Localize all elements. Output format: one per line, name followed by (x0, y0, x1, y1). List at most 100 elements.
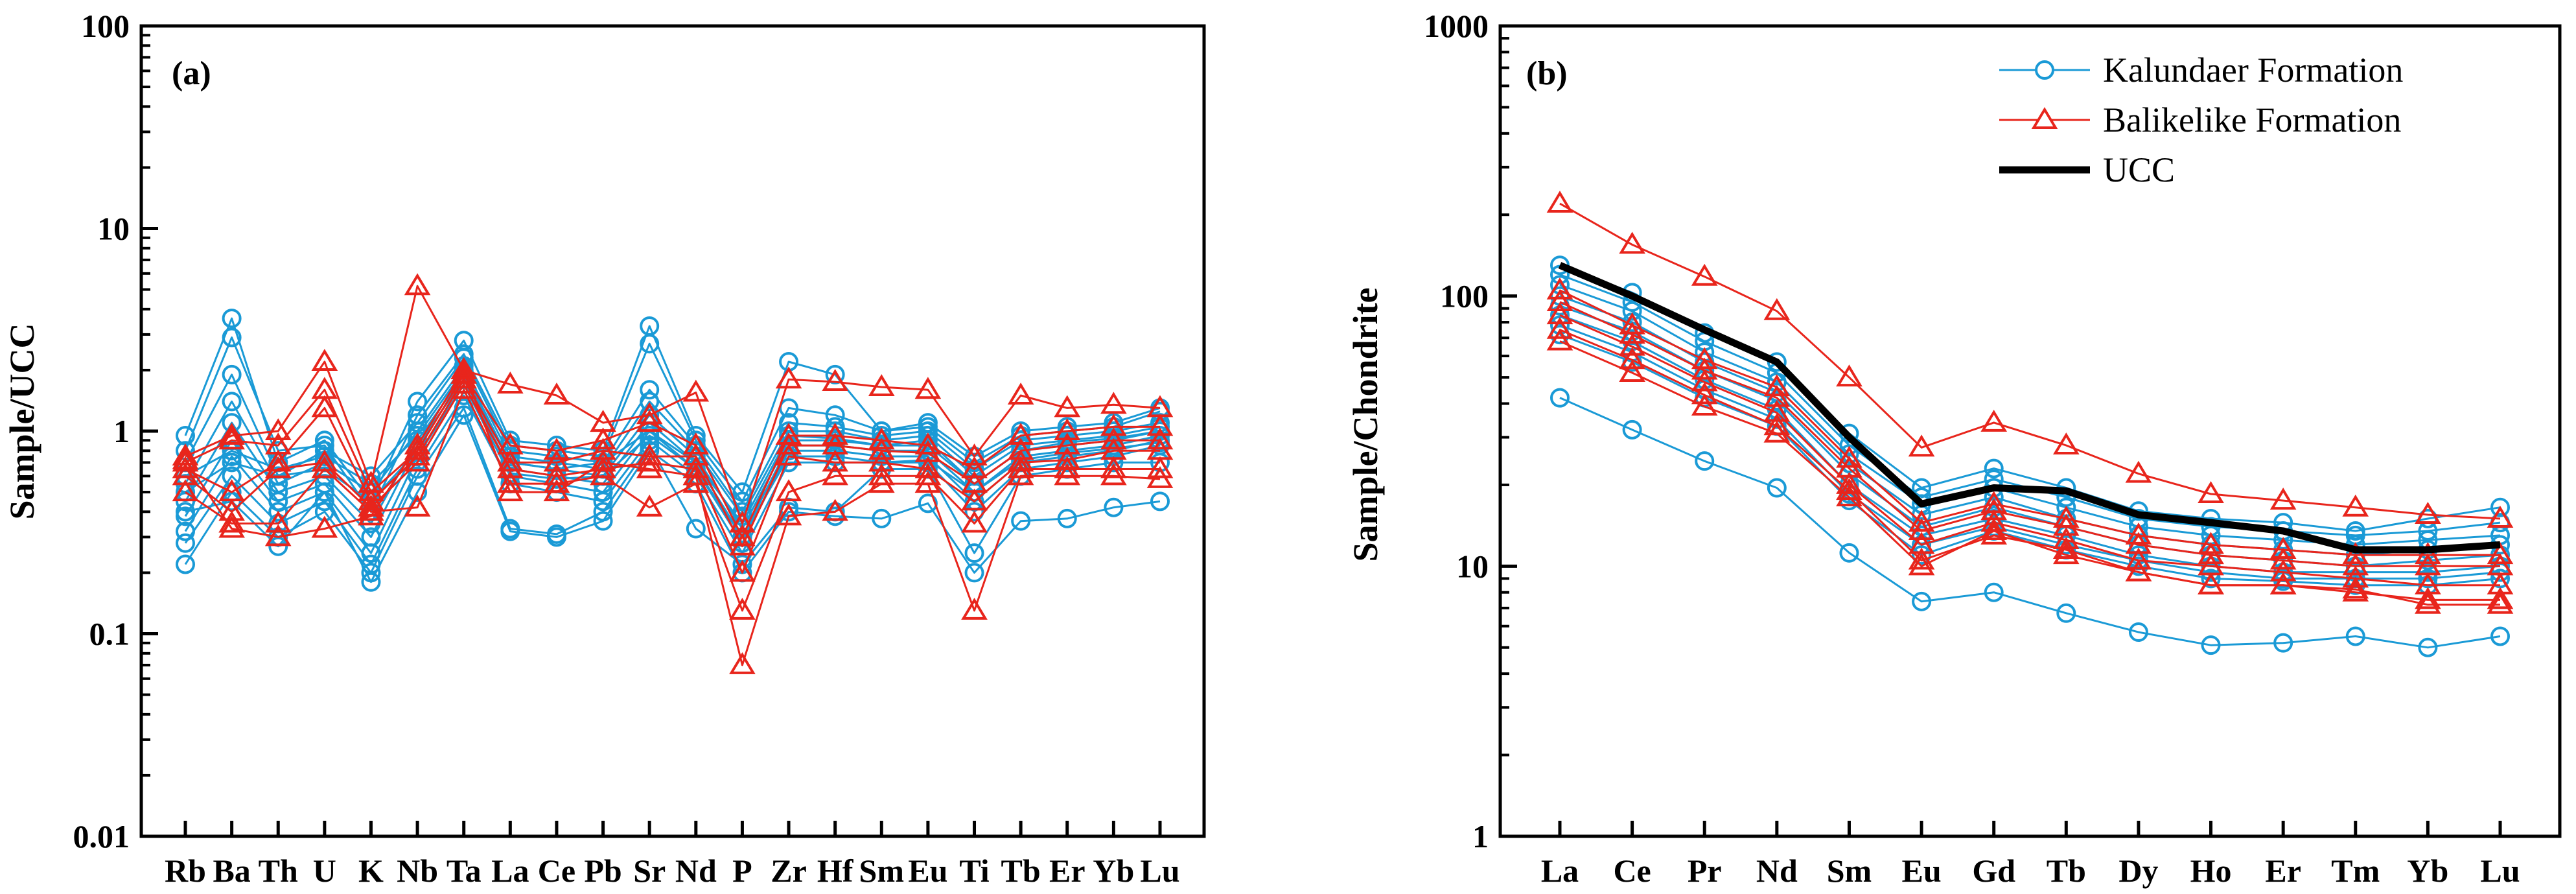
series-line-b-10 (1559, 289, 2500, 556)
data-point-a-s13-p19 (1054, 418, 1081, 440)
series-line-a-8 (184, 406, 1160, 574)
data-point-a-s15-p7 (497, 456, 524, 478)
data-point-b-s10-p0 (1546, 277, 1573, 300)
data-point-b-s9-p7 (2052, 432, 2080, 455)
data-point-a-s8-p0 (176, 554, 195, 574)
data-point-a-s13-p6 (450, 362, 478, 384)
data-point-b-s9-p10 (2269, 488, 2297, 510)
data-point-a-s16-p21 (1146, 456, 1174, 478)
data-point-a-s13-p9 (590, 427, 616, 450)
data-point-a-s9-p9 (593, 511, 613, 531)
data-point-b-s10-p3 (1763, 374, 1791, 397)
x-tick-label-a-20: Yb (1093, 853, 1134, 889)
data-point-b-s13-p7 (2052, 537, 2080, 559)
data-point-a-s15-p12 (729, 559, 756, 582)
data-point-a-s16-p6 (450, 377, 478, 399)
x-tick-label-a-5: Nb (397, 853, 438, 889)
data-point-b-s14-p10 (2269, 572, 2297, 594)
plot-frame-b (1498, 24, 2562, 838)
x-tick-label-b-3: Nd (1756, 853, 1798, 889)
data-point-a-s13-p13 (775, 423, 802, 445)
data-point-a-s12-p17 (961, 443, 988, 466)
data-point-a-s13-p21 (1146, 414, 1174, 436)
x-tick-label-a-12: P (732, 853, 752, 889)
data-point-a-s16-p5 (404, 494, 431, 517)
legend-entry-1: Balikelike Formation (1999, 100, 2401, 139)
x-tick-label-b-4: Sm (1827, 853, 1872, 889)
data-point-a-s13-p8 (543, 438, 570, 460)
data-point-b-s0-p6 (1984, 458, 2004, 478)
data-point-b-s10-p1 (1619, 312, 1645, 335)
data-point-a-s9-p8 (546, 527, 566, 547)
series-line-a-13 (185, 373, 1160, 538)
data-point-b-s11-p9 (2198, 542, 2224, 565)
data-point-b-s8-p9 (2201, 635, 2221, 655)
data-point-a-s14-p13 (775, 432, 802, 455)
data-point-a-s14-p20 (1100, 427, 1127, 450)
series-line-a-15 (185, 383, 1160, 574)
data-point-a-s1-p10 (640, 334, 660, 354)
data-point-b-s14-p3 (1763, 420, 1791, 443)
x-tick-label-b-9: Ho (2190, 853, 2232, 889)
data-point-a-s17-p18 (1007, 463, 1034, 486)
data-point-a-s17-p5 (404, 432, 431, 455)
data-point-a-s14-p7 (497, 449, 524, 472)
x-tick-label-a-9: Pb (584, 853, 621, 889)
series-line-b-6 (1559, 324, 2501, 580)
data-point-b-s6-p0 (1550, 315, 1570, 335)
data-point-a-s17-p4 (358, 503, 384, 526)
data-point-b-s12-p8 (2125, 547, 2152, 570)
series-line-b-15 (1558, 262, 2501, 554)
data-point-a-s14-p10 (636, 443, 663, 466)
data-point-a-s17-p10 (636, 456, 663, 478)
data-point-b-s10-p9 (2198, 532, 2224, 554)
x-tick-label-a-4: K (358, 853, 384, 889)
data-point-b-s7-p13 (2490, 569, 2510, 589)
data-point-a-s14-p15 (868, 438, 895, 460)
series-line-b-11 (1559, 301, 2500, 567)
data-point-a-s14-p8 (543, 449, 570, 472)
data-point-a-s13-p14 (822, 423, 848, 445)
x-tick-label-a-8: Ce (538, 853, 575, 889)
data-point-a-s12-p19 (1054, 395, 1081, 418)
series-line-a-5 (184, 378, 1161, 538)
data-point-a-s7-p17 (964, 502, 984, 522)
data-point-a-s13-p5 (404, 438, 431, 460)
series-line-a-14 (185, 378, 1160, 548)
series-b-9 (1546, 191, 2514, 528)
legend-marker-circle (2035, 60, 2054, 80)
data-point-a-s14-p3 (311, 395, 338, 418)
data-point-b-s14-p2 (1691, 394, 1718, 416)
data-point-a-s9-p19 (1057, 508, 1077, 528)
data-point-a-s17-p11 (682, 463, 710, 486)
data-point-a-s14-p21 (1146, 427, 1174, 450)
data-point-a-s17-p15 (868, 471, 895, 493)
data-point-b-s9-p3 (1763, 298, 1791, 320)
data-point-a-s3-p1 (222, 392, 242, 412)
series-b-15 (1558, 262, 2501, 554)
data-point-b-s9-p11 (2342, 494, 2369, 517)
data-point-a-s16-p14 (822, 463, 848, 486)
data-point-b-s12-p0 (1546, 302, 1573, 325)
data-point-a-s8-p20 (1104, 453, 1124, 473)
data-point-b-s14-p12 (2415, 591, 2441, 614)
legend-label-2: UCC (2103, 150, 2175, 189)
data-point-a-s17-p6 (450, 357, 478, 379)
chart-panel-a: Sample/UCC (a) 0.01 0.1 1 10 100 Rb Ba Th U K Nb Ta… (3, 8, 1206, 889)
data-point-a-s16-p12 (729, 598, 756, 620)
data-point-b-s8-p0 (1550, 388, 1570, 408)
data-point-a-s13-p11 (682, 432, 710, 455)
data-point-a-s15-p10 (636, 449, 663, 472)
data-point-a-s16-p10 (636, 494, 663, 517)
data-point-a-s9-p18 (1011, 511, 1031, 531)
legend-label-1: Balikelike Formation (2103, 100, 2401, 139)
data-point-a-s12-p7 (497, 371, 524, 394)
series-b-14 (1546, 328, 2514, 614)
data-point-a-s9-p16 (918, 493, 938, 513)
legend-label-0: Kalundaer Formation (2103, 51, 2403, 89)
data-point-a-s16-p11 (682, 471, 710, 493)
data-point-a-s12-p3 (311, 349, 338, 371)
data-point-b-s11-p3 (1763, 384, 1791, 407)
data-point-b-s13-p1 (1619, 347, 1645, 370)
data-point-a-s2-p1 (222, 364, 242, 384)
